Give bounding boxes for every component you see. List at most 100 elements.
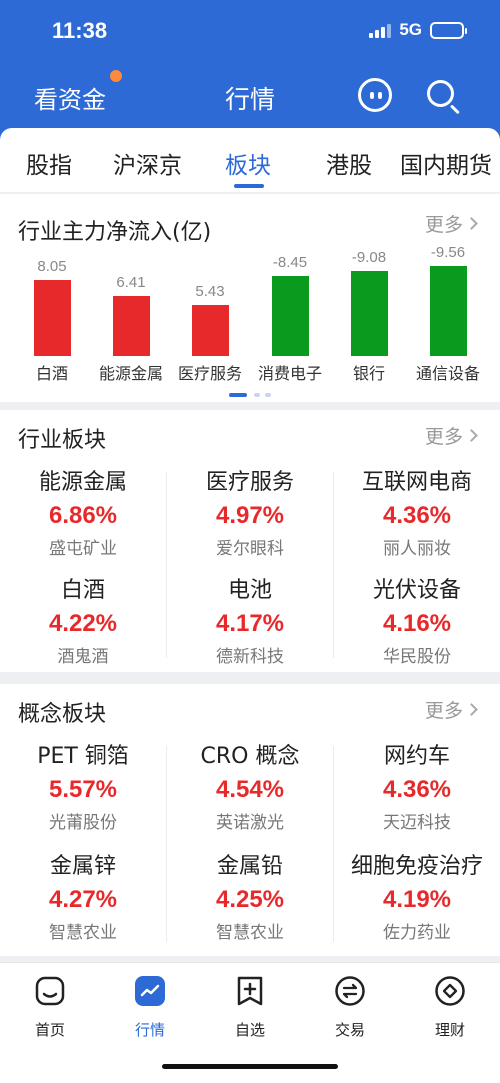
more-label: 更多 — [424, 426, 463, 448]
concept-leader: 英诺激光 — [216, 813, 284, 833]
concept-cell[interactable]: 细胞免疫治疗 4.19% 佐力药业 — [334, 848, 500, 943]
bottom-nav-home[interactable]: 首页 — [10, 975, 90, 1040]
inflow-value-label: 5.43 — [195, 282, 225, 300]
inflow-bar[interactable] — [272, 276, 309, 356]
industry-sector-card: 行业板块 更多 能源金属 6.86% 盛屯矿业 医疗服务 4.97% 爱尔眼科 … — [0, 410, 500, 672]
tab-shanghai-shenzhen[interactable]: 沪深京 — [113, 153, 182, 179]
capital-flow-link[interactable]: 看资金 — [34, 86, 106, 114]
net-inflow-title: 行业主力净流入(亿) — [18, 220, 212, 245]
status-indicators: 5G — [369, 20, 467, 40]
inflow-bar[interactable] — [113, 295, 150, 356]
inflow-value-label: -8.45 — [272, 254, 308, 272]
concept-name: 细胞免疫治疗 — [350, 854, 483, 879]
industry-more-link[interactable]: 更多 — [424, 422, 478, 449]
concept-leader: 光莆股份 — [49, 813, 117, 833]
concept-name: CRO 概念 — [200, 744, 300, 769]
sector-cell[interactable]: 白酒 4.22% 酒鬼酒 — [0, 572, 166, 667]
concept-cell[interactable]: PET 铜箔 5.57% 光莆股份 — [0, 738, 166, 833]
concept-change: 4.27% — [48, 886, 118, 913]
sector-leader: 爱尔眼科 — [216, 539, 284, 559]
net-inflow-card: 行业主力净流入(亿) 更多 — [0, 194, 500, 402]
sector-leader: 德新科技 — [216, 647, 284, 667]
concept-leader: 智慧农业 — [216, 923, 284, 943]
inflow-category-label: 能源金属 — [98, 364, 163, 383]
bottom-nav-trade[interactable]: 交易 — [310, 975, 390, 1040]
concept-change: 4.36% — [382, 776, 452, 803]
concept-leader: 天迈科技 — [383, 813, 451, 833]
inflow-category-label: 白酒 — [35, 364, 68, 383]
sector-cell[interactable]: 互联网电商 4.36% 丽人丽妆 — [334, 464, 500, 559]
concept-more-link[interactable]: 更多 — [425, 696, 478, 723]
inflow-category-label: 银行 — [352, 364, 385, 383]
sector-cell[interactable]: 医疗服务 4.97% 爱尔眼科 — [167, 464, 333, 559]
inflow-value-label: 8.05 — [37, 258, 67, 276]
concept-name: 网约车 — [383, 744, 450, 769]
bottom-nav-watchlist[interactable]: 自选 — [210, 975, 290, 1040]
sector-change: 4.97% — [215, 502, 285, 529]
net-inflow-more-link[interactable]: 更多 — [424, 210, 478, 237]
concept-cell[interactable]: 金属铅 4.25% 智慧农业 — [167, 848, 333, 943]
inflow-bar[interactable] — [430, 266, 467, 356]
inflow-value-label: -9.56 — [430, 244, 466, 261]
search-icon[interactable] — [427, 80, 460, 115]
sector-change: 4.36% — [382, 502, 452, 529]
column-divider — [333, 472, 334, 658]
inflow-bar[interactable] — [34, 280, 71, 356]
concept-name: 金属锌 — [49, 854, 116, 879]
inflow-bar[interactable] — [192, 304, 229, 356]
network-type: 5G — [399, 20, 422, 39]
inflow-bar[interactable] — [351, 270, 388, 356]
bottom-nav-label: 行情 — [134, 1021, 165, 1039]
sector-name: 光伏设备 — [372, 578, 461, 603]
concept-sector-card: 概念板块 更多 PET 铜箔 5.57% 光莆股份 CRO 概念 4.54% 英… — [0, 684, 500, 956]
status-time: 11:38 — [52, 18, 108, 43]
sector-name: 医疗服务 — [205, 470, 294, 495]
bottom-nav-label: 自选 — [234, 1021, 265, 1039]
bottom-nav-market[interactable]: 行情 — [110, 975, 190, 1040]
sector-change: 4.16% — [382, 610, 452, 637]
bottom-nav: 首页 行情 自选 交易 理财 — [0, 962, 500, 1083]
top-header: 11:38 5G 看资金 行情 — [0, 0, 500, 140]
inflow-category-label: 消费电子 — [257, 364, 322, 383]
sector-cell[interactable]: 能源金属 6.86% 盛屯矿业 — [0, 464, 166, 559]
concept-leader: 智慧农业 — [49, 923, 117, 943]
concept-cell[interactable]: CRO 概念 4.54% 英诺激光 — [167, 738, 333, 833]
bottom-nav-label: 交易 — [334, 1021, 365, 1039]
home-icon — [34, 975, 66, 1007]
tab-index[interactable]: 股指 — [26, 153, 72, 179]
concept-name: 金属铅 — [216, 854, 283, 879]
tab-domestic-futures[interactable]: 国内期货 — [400, 153, 492, 179]
sector-name: 白酒 — [60, 578, 105, 603]
battery-icon — [430, 21, 467, 39]
sector-cell[interactable]: 电池 4.17% 德新科技 — [167, 572, 333, 667]
industry-sector-title: 行业板块 — [18, 428, 107, 453]
bottom-nav-wealth[interactable]: 理财 — [410, 975, 490, 1040]
signal-icon — [369, 22, 392, 38]
sector-leader: 盛屯矿业 — [49, 539, 117, 559]
inflow-value-label: 6.41 — [116, 273, 146, 291]
concept-change: 5.57% — [48, 776, 118, 803]
wealth-icon — [434, 975, 466, 1007]
concept-cell[interactable]: 金属锌 4.27% 智慧农业 — [0, 848, 166, 943]
concept-change: 4.54% — [215, 776, 285, 803]
active-tab-indicator — [234, 184, 264, 188]
column-divider — [166, 746, 167, 942]
sector-leader: 酒鬼酒 — [57, 647, 109, 667]
concept-sector-title: 概念板块 — [18, 702, 107, 727]
sector-change: 4.22% — [48, 610, 118, 637]
concept-cell[interactable]: 网约车 4.36% 天迈科技 — [334, 738, 500, 833]
inflow-value-label: -9.08 — [351, 248, 387, 266]
market-tabs: 股指 沪深京 板块 港股 国内期货 — [0, 128, 500, 192]
inflow-category-label: 医疗服务 — [177, 364, 242, 383]
trade-icon — [334, 975, 366, 1007]
tab-hongkong[interactable]: 港股 — [326, 153, 372, 179]
chevron-right-icon — [465, 703, 478, 716]
pager-dot — [265, 393, 271, 397]
more-label: 更多 — [424, 214, 463, 236]
sector-cell[interactable]: 光伏设备 4.16% 华民股份 — [334, 572, 500, 667]
column-divider — [166, 472, 167, 658]
pager-dot-active — [229, 393, 247, 397]
market-icon — [134, 975, 166, 1007]
tab-sectors[interactable]: 板块 — [225, 153, 271, 179]
message-icon[interactable] — [358, 78, 392, 112]
